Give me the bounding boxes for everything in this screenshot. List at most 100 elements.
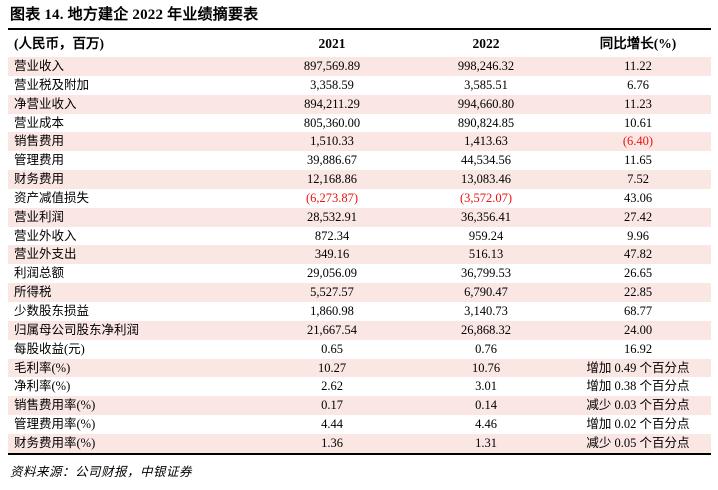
table-row: 管理费用 39,886.67 44,534.56 11.65 [8,151,711,170]
table-row: 每股收益(元) 0.65 0.76 16.92 [8,340,711,359]
cell-2021: 872.34 [314,228,350,243]
cell-yoy: 11.23 [624,96,652,111]
cell-2022: 3,140.73 [464,303,508,318]
cell-2022: (3,572.07) [459,190,513,205]
cell-2022: 44,534.56 [461,153,511,168]
cell-yoy: 11.65 [624,153,652,168]
cell-2021: 4.44 [321,417,343,432]
source-note: 资料来源：公司财报，中银证券 [10,464,193,479]
cell-yoy: 27.42 [623,209,653,224]
table-header: (人民币，百万) 2021 2022 同比增长(%) [8,30,711,57]
cell-yoy: 22.85 [623,285,653,300]
table-row: 销售费用 1,510.33 1,413.63 (6.40) [8,132,711,152]
cell-2021: 894,211.29 [304,96,360,111]
row-label: 资产减值损失 [14,190,90,205]
cell-2022: 516.13 [468,247,504,262]
cell-2022: 959.24 [468,228,504,243]
table-bottom-divider [8,452,711,455]
cell-2021: 28,532.91 [307,209,357,224]
cell-2022: 890,824.85 [457,115,515,130]
table-row: 财务费用率(%) 1.36 1.31 减少 0.05 个百分点 [8,433,711,453]
header-row: (人民币，百万) 2021 2022 同比增长(%) [8,30,711,57]
cell-2021: 1,860.98 [310,303,354,318]
figure-title: 图表 14. 地方建企 2022 年业绩摘要表 [10,7,259,23]
column-header-unit: (人民币，百万) [14,36,104,51]
cell-2021: 21,667.54 [307,322,357,337]
table-row: 利润总额 29,056.09 36,799.53 26.65 [8,264,711,283]
cell-2022: 26,868.32 [461,322,511,337]
cell-2022: 6,790.47 [464,285,508,300]
row-label: 营业收入 [14,59,65,73]
column-header-yoy: 同比增长(%) [599,36,677,51]
row-label: 营业利润 [14,209,65,224]
cell-yoy: 47.82 [623,247,653,262]
performance-summary-table: (人民币，百万) 2021 2022 同比增长(%) 营业收入 897,569.8… [8,30,711,453]
table-row: 营业成本 805,360.00 890,824.85 10.61 [8,114,711,133]
row-label: 每股收益(元) [14,341,85,356]
row-label: 归属母公司股东净利润 [14,322,140,337]
cell-2022: 1,413.63 [464,134,508,149]
cell-yoy: 6.76 [627,77,649,92]
column-header-2021: 2021 [318,36,346,51]
cell-2022: 36,799.53 [461,266,511,281]
row-label: 利润总额 [14,266,65,281]
row-label: 财务费用率(%) [14,435,96,450]
cell-2021: 12,168.86 [307,172,357,187]
cell-yoy: 24.00 [623,322,653,337]
table-body: 营业收入 897,569.89 998,246.32 11.22 营业税及附加 3,358… [8,57,711,453]
row-label: 管理费用 [14,153,65,168]
cell-2021: 0.65 [321,341,343,356]
column-header-2022: 2022 [472,36,500,51]
cell-yoy: 26.65 [623,266,653,281]
title-divider [8,28,711,30]
cell-2021: 3,358.59 [310,77,354,92]
cell-yoy: 增加 0.02 个百分点 [586,417,690,432]
cell-2021: 1.36 [321,435,343,450]
cell-yoy: 43.06 [623,190,653,205]
row-label: 营业外收入 [14,228,77,243]
row-label: 营业税及附加 [14,77,90,92]
cell-2022: 998,246.32 [457,59,515,73]
table-row: 资产减值损失 (6,273.87) (3,572.07) 43.06 [8,189,711,208]
cell-2021: 349.16 [314,247,350,262]
cell-2022: 36,356.41 [461,209,511,224]
cell-2022: 0.76 [475,341,497,356]
row-label: 所得税 [14,285,52,300]
cell-yoy: 10.61 [623,115,653,130]
row-label: 销售费用率(%) [14,398,96,413]
table-row: 净利率(%) 2.62 3.01 增加 0.38 个百分点 [8,377,711,396]
row-label: 净利率(%) [14,379,71,394]
table-row: 营业外收入 872.34 959.24 9.96 [8,227,711,246]
table-row: 营业收入 897,569.89 998,246.32 11.22 [8,57,711,76]
cell-2021: 0.17 [321,398,343,413]
cell-yoy: 增加 0.38 个百分点 [586,379,690,394]
cell-2022: 3.01 [475,379,497,394]
row-label: 毛利率(%) [14,360,71,375]
table-row: 营业税及附加 3,358.59 3,585.51 6.76 [8,76,711,95]
row-label: 少数股东损益 [14,303,90,318]
cell-yoy: 减少 0.03 个百分点 [586,398,690,413]
cell-2022: 4.46 [475,417,497,432]
table-row: 营业利润 28,532.91 36,356.41 27.42 [8,207,711,227]
table-row: 销售费用率(%) 0.17 0.14 减少 0.03 个百分点 [8,396,711,416]
cell-2021: 2.62 [321,379,343,394]
cell-2021: 29,056.09 [307,266,357,281]
cell-yoy: 16.92 [623,341,653,356]
row-label: 营业外支出 [14,247,77,262]
cell-yoy: 68.77 [623,303,653,318]
cell-2022: 994,660.80 [457,96,515,111]
cell-2021: (6,273.87) [305,190,359,205]
cell-2022: 13,083.46 [461,172,511,187]
cell-2021: 10.27 [317,360,347,375]
table-row: 少数股东损益 1,860.98 3,140.73 68.77 [8,302,711,321]
cell-yoy: 7.52 [627,172,649,187]
table-row: 毛利率(%) 10.27 10.76 增加 0.49 个百分点 [8,358,711,378]
row-label: 营业成本 [14,115,65,130]
table-row: 所得税 5,527.57 6,790.47 22.85 [8,283,711,302]
row-label: 净营业收入 [14,96,77,111]
cell-2022: 1.31 [475,435,497,450]
table-row: 归属母公司股东净利润 21,667.54 26,868.32 24.00 [8,320,711,340]
cell-2021: 805,360.00 [303,115,361,130]
cell-yoy: 11.22 [624,59,652,73]
